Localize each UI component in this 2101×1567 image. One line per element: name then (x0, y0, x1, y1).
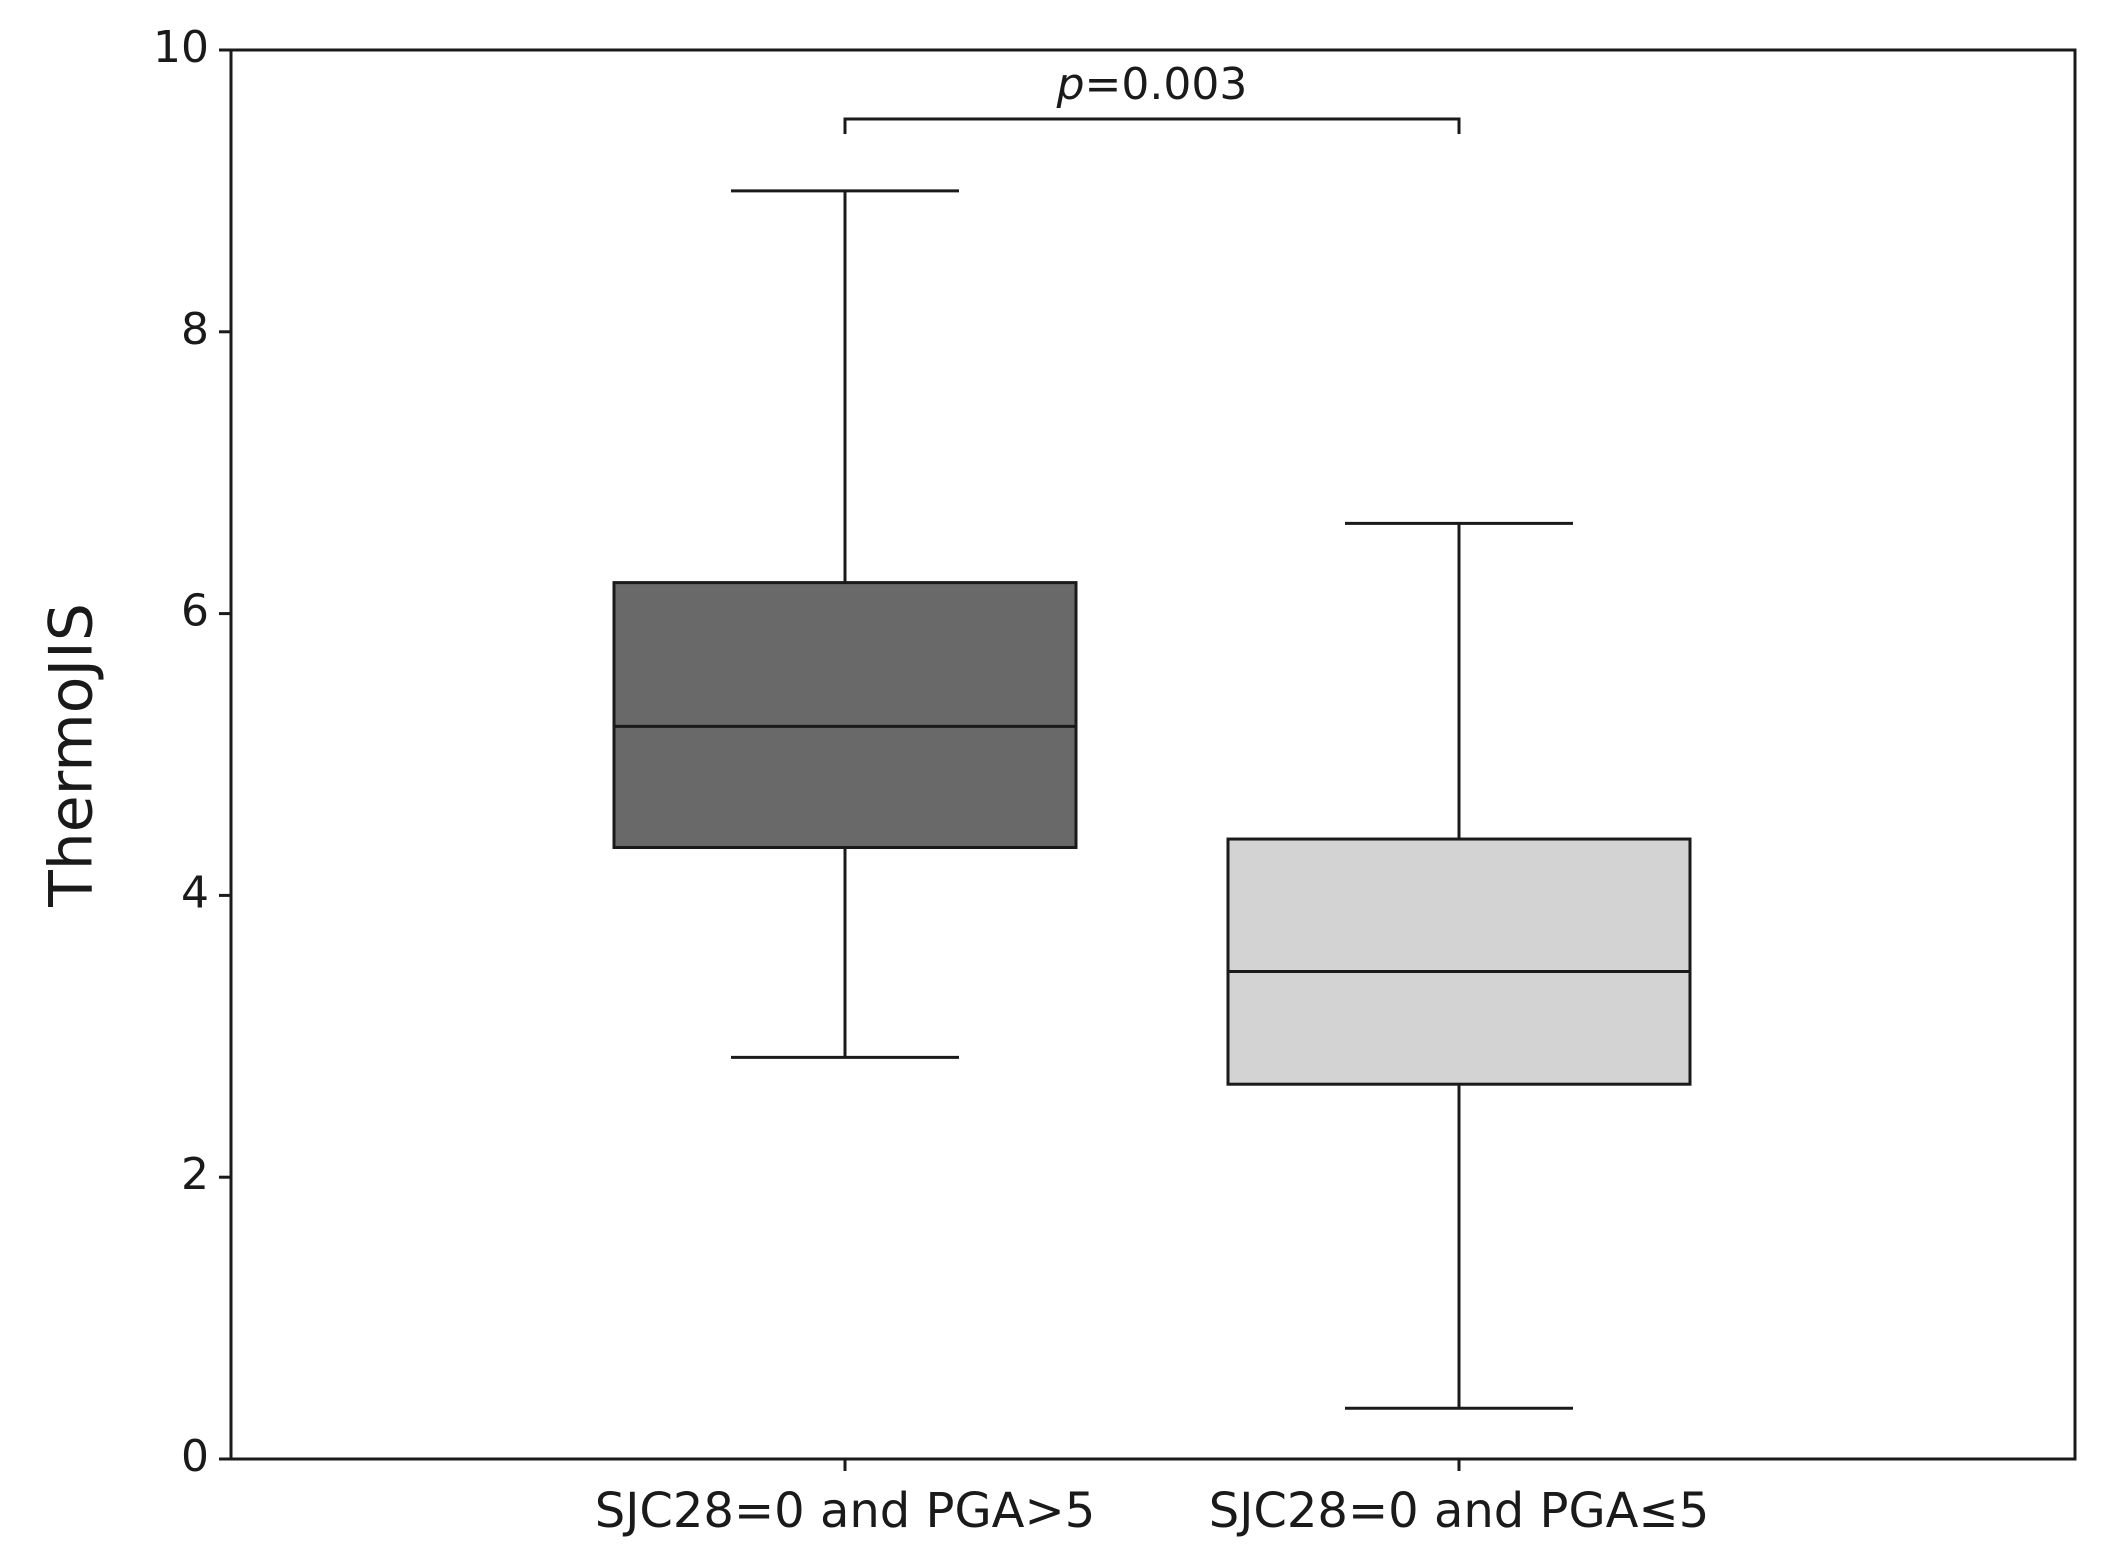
y-tick-label: 0 (181, 1431, 209, 1482)
box (1226, 837, 1692, 1086)
p-value: =0.003 (1085, 59, 1248, 110)
y-tick-label: 8 (181, 304, 209, 355)
y-tick-label: 2 (181, 1149, 209, 1200)
y-tick-label: 4 (181, 867, 209, 918)
x-tick-label: SJC28=0 and PGA>5 (595, 1483, 1096, 1539)
significance-bracket (843, 117, 1461, 134)
y-axis-label: ThermoJIS (37, 603, 107, 908)
p-value-annotation: p=0.003 (1056, 59, 1248, 110)
plot-frame (229, 48, 2077, 1461)
y-tick-label: 10 (153, 22, 209, 73)
box (612, 581, 1078, 849)
p-symbol: p (1056, 59, 1085, 110)
x-tick-label: SJC28=0 and PGA≤5 (1209, 1483, 1710, 1539)
y-tick-label: 6 (181, 586, 209, 637)
